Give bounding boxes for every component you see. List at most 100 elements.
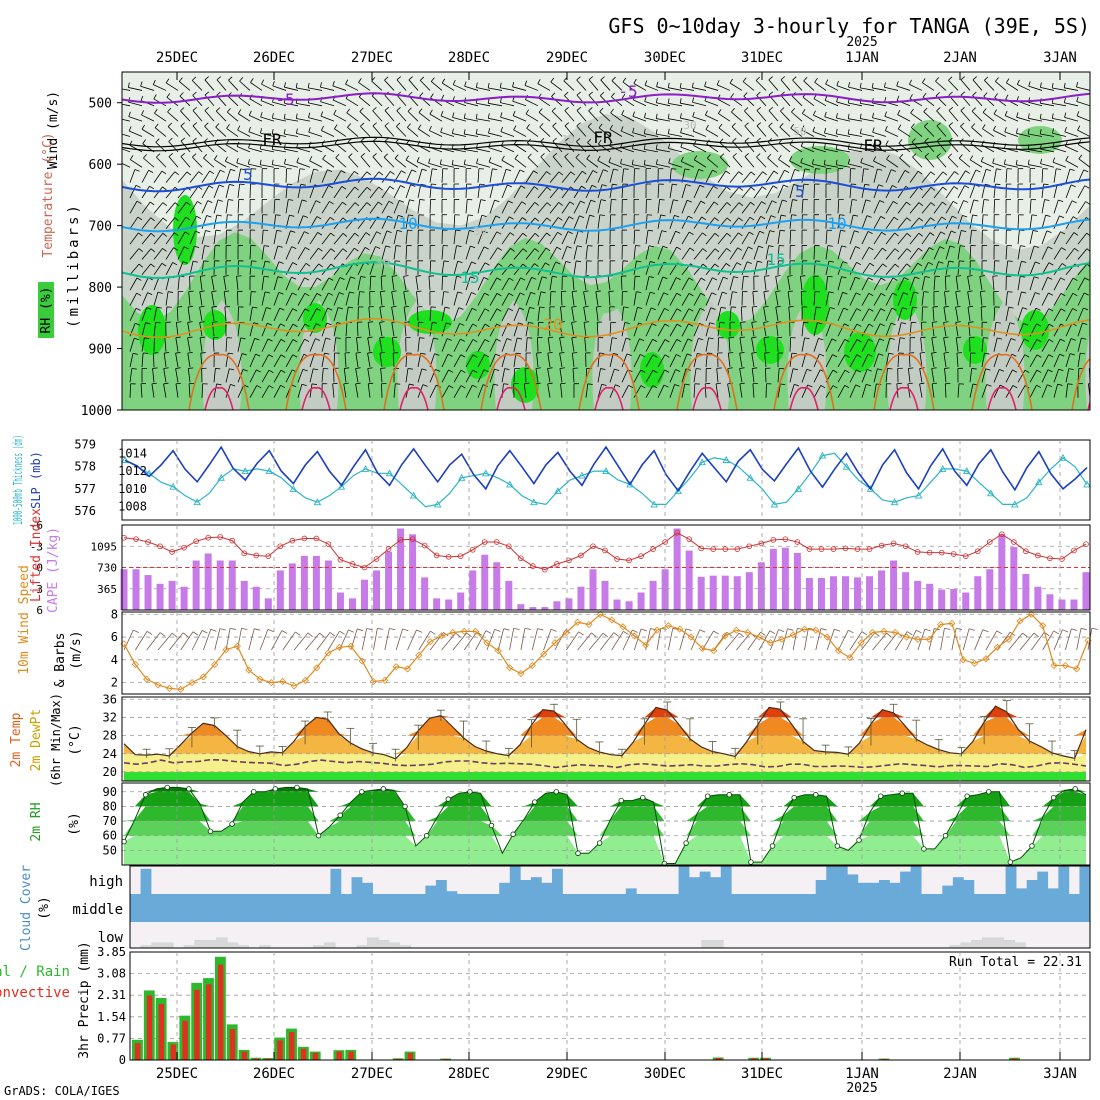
upper-wind-barb-flag [1063, 82, 1066, 88]
upper-wind-barb [860, 118, 875, 122]
upper-wind-barb-flag [684, 383, 690, 386]
upper-wind-barb-flag [652, 385, 658, 389]
upper-wind-barb [273, 199, 276, 214]
cloud-low-bar [378, 940, 390, 948]
upper-wind-barb [215, 126, 227, 137]
upper-wind-barb [488, 147, 503, 153]
upper-wind-barb-flag [752, 305, 758, 308]
cloud-middle-bar [319, 894, 332, 922]
upper-wind-barb [358, 96, 371, 107]
upper-wind-barb-flag [1067, 383, 1073, 385]
upper-wind-barb [920, 337, 923, 352]
upper-wind-barb [321, 201, 330, 214]
upper-wind-barb [620, 276, 623, 291]
upper-wind-barb-flag [192, 122, 198, 127]
upper-wind-barb-flag [622, 77, 627, 83]
upper-wind-barb [681, 200, 688, 214]
upper-wind-barb-flag [354, 232, 359, 237]
upper-wind-barb-flag [328, 277, 334, 281]
upper-wind-barb [693, 232, 703, 245]
contour-30 [692, 386, 722, 410]
upper-wind-barb-flag [419, 199, 425, 201]
upper-wind-barb [285, 277, 292, 291]
upper-wind-barb [393, 185, 401, 199]
upper-wind-barb [849, 277, 856, 291]
upper-wind-barb-flag [255, 353, 261, 357]
upper-wind-barb [789, 184, 794, 199]
upper-wind-barb [719, 156, 731, 168]
rh-legend-swatch [38, 282, 54, 338]
upper-wind-barb [813, 114, 827, 122]
upper-wind-barb [297, 369, 304, 383]
upper-wind-barb-flag [487, 82, 490, 89]
upper-wind-barb [345, 247, 355, 260]
upper-wind-barb [188, 291, 191, 306]
upper-wind-barb-flag [924, 137, 929, 142]
upper-wind-barb [825, 291, 830, 306]
cloud-middle-bar [841, 894, 854, 922]
upper-wind-barb-flag [621, 110, 625, 115]
rh-marker [423, 833, 430, 839]
upper-wind-barb-flag [739, 382, 745, 385]
cape-bar [397, 528, 405, 610]
upper-wind-barb-flag [918, 217, 924, 222]
upper-wind-barb-flag [240, 337, 246, 340]
thickness-marker [457, 473, 466, 481]
rh-high-blob [1021, 310, 1049, 350]
upper-wind-barb-flag [950, 230, 956, 234]
upper-wind-barb [693, 159, 707, 168]
upper-wind-barb-flag [1033, 276, 1039, 279]
upper-wind-barb-flag [261, 79, 265, 85]
upper-wind-barb-flag [239, 183, 245, 186]
precip-conv-bar [443, 1058, 449, 1060]
cape-bar [601, 580, 609, 610]
upper-wind-barb [585, 215, 590, 229]
upper-wind-barb [141, 307, 147, 322]
upper-wind-barb-flag [533, 186, 539, 190]
upper-wind-barb [897, 307, 903, 322]
upper-wind-barb-flag [859, 128, 862, 134]
upper-wind-barb-flag [856, 339, 862, 343]
upper-wind-barb-flag [141, 124, 145, 130]
upper-wind-barb-flag [714, 232, 720, 237]
upper-wind-barb-flag [948, 122, 954, 127]
upper-wind-barb-flag [708, 337, 714, 340]
upper-wind-barb [309, 200, 317, 214]
cape-bar [938, 589, 946, 610]
upper-wind-barb-flag [558, 171, 564, 176]
upper-wind-barb [751, 306, 755, 321]
y-tick-label: 577 [74, 482, 96, 496]
upper-wind-barb [656, 102, 671, 107]
upper-wind-barb [308, 131, 323, 137]
upper-wind-barb [453, 84, 467, 91]
upper-wind-barb [525, 337, 528, 352]
upper-wind-barb [177, 276, 180, 291]
li-marker [602, 547, 608, 554]
wind-speed-marker [177, 685, 185, 694]
upper-wind-barb [633, 338, 640, 352]
upper-wind-barb-flag [655, 159, 658, 165]
upper-wind-barb-flag [484, 308, 490, 312]
upper-wind-barb [787, 276, 791, 291]
wind-barb [906, 630, 917, 651]
li-marker [698, 545, 704, 552]
upper-wind-barb-flag [739, 336, 745, 339]
upper-wind-barb-flag [559, 367, 565, 369]
thickness-marker [938, 464, 947, 472]
upper-wind-barb-flag [304, 277, 310, 281]
upper-wind-barb-flag [722, 291, 728, 295]
upper-wind-barb [501, 232, 511, 245]
upper-wind-barb-flag [367, 336, 373, 339]
upper-wind-barb [441, 82, 455, 91]
upper-wind-barb [379, 337, 383, 352]
cape-bar [1034, 586, 1042, 610]
upper-wind-barb-flag [198, 171, 203, 175]
upper-wind-barb-flag [409, 383, 415, 386]
upper-wind-barb [500, 131, 515, 137]
upper-wind-barb [656, 86, 671, 91]
upper-wind-barb [597, 384, 603, 398]
upper-wind-barb-flag [519, 307, 525, 311]
upper-wind-barb-flag [971, 107, 976, 112]
upper-wind-barb-flag [408, 214, 414, 217]
upper-wind-barb [969, 199, 975, 214]
